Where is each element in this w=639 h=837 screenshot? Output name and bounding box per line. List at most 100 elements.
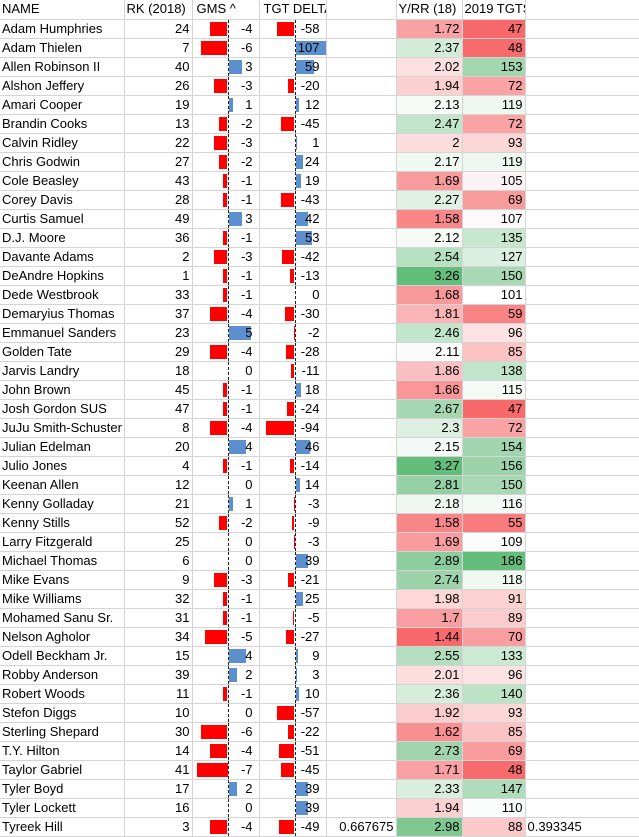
yards-per-route[interactable]: 1.94 [396, 76, 462, 95]
rank-2018[interactable]: 52 [124, 513, 192, 532]
extra-value-2[interactable] [525, 152, 639, 171]
player-name[interactable]: Julio Jones [0, 456, 124, 475]
targets-2019[interactable]: 153 [462, 57, 525, 76]
player-name[interactable]: DeAndre Hopkins [0, 266, 124, 285]
extra-value-2[interactable] [525, 133, 639, 152]
extra-value[interactable] [326, 646, 396, 665]
rank-2018[interactable]: 3 [124, 817, 192, 836]
targets-2019[interactable]: 118 [462, 570, 525, 589]
extra-value-2[interactable] [525, 171, 639, 190]
extra-value[interactable] [326, 722, 396, 741]
extra-value[interactable] [326, 209, 396, 228]
extra-value[interactable] [326, 665, 396, 684]
games-change[interactable]: -4 [192, 418, 259, 437]
extra-value[interactable] [326, 570, 396, 589]
yards-per-route[interactable]: 2.55 [396, 646, 462, 665]
rank-2018[interactable]: 22 [124, 133, 192, 152]
yards-per-route[interactable]: 1.62 [396, 722, 462, 741]
rank-2018[interactable]: 8 [124, 418, 192, 437]
yards-per-route[interactable]: 1.69 [396, 171, 462, 190]
yards-per-route[interactable]: 1.58 [396, 209, 462, 228]
extra-value-2[interactable] [525, 76, 639, 95]
player-name[interactable]: Tyler Boyd [0, 779, 124, 798]
target-delta[interactable]: -94 [259, 418, 326, 437]
rank-2018[interactable]: 21 [124, 494, 192, 513]
targets-2019[interactable]: 89 [462, 608, 525, 627]
yards-per-route[interactable]: 2.13 [396, 95, 462, 114]
targets-2019[interactable]: 138 [462, 361, 525, 380]
targets-2019[interactable]: 110 [462, 798, 525, 817]
yards-per-route[interactable]: 2.46 [396, 323, 462, 342]
extra-value-2[interactable] [525, 342, 639, 361]
targets-2019[interactable]: 72 [462, 418, 525, 437]
yards-per-route[interactable]: 2 [396, 133, 462, 152]
player-name[interactable]: Keenan Allen [0, 475, 124, 494]
player-name[interactable]: Sterling Shepard [0, 722, 124, 741]
games-change[interactable]: -1 [192, 589, 259, 608]
extra-value[interactable] [326, 19, 396, 38]
games-change[interactable]: -4 [192, 342, 259, 361]
yards-per-route[interactable]: 2.89 [396, 551, 462, 570]
games-change[interactable]: -1 [192, 608, 259, 627]
player-name[interactable]: Robby Anderson [0, 665, 124, 684]
games-change[interactable]: 4 [192, 646, 259, 665]
rank-2018[interactable]: 47 [124, 399, 192, 418]
target-delta[interactable]: -21 [259, 570, 326, 589]
targets-2019[interactable]: 93 [462, 133, 525, 152]
yards-per-route[interactable]: 2.81 [396, 475, 462, 494]
extra-value-2[interactable] [525, 608, 639, 627]
target-delta[interactable]: 12 [259, 95, 326, 114]
extra-value-2[interactable] [525, 513, 639, 532]
extra-value[interactable] [326, 456, 396, 475]
games-change[interactable]: 2 [192, 665, 259, 684]
target-delta[interactable]: 39 [259, 551, 326, 570]
rank-2018[interactable]: 25 [124, 532, 192, 551]
rank-2018[interactable]: 32 [124, 589, 192, 608]
yards-per-route[interactable]: 1.68 [396, 285, 462, 304]
extra-value-2[interactable] [525, 627, 639, 646]
target-delta[interactable]: 24 [259, 152, 326, 171]
targets-2019[interactable]: 133 [462, 646, 525, 665]
rank-2018[interactable]: 16 [124, 798, 192, 817]
extra-value-2[interactable] [525, 494, 639, 513]
target-delta[interactable]: -51 [259, 741, 326, 760]
yards-per-route[interactable]: 2.27 [396, 190, 462, 209]
games-change[interactable]: 5 [192, 323, 259, 342]
extra-value-2[interactable] [525, 456, 639, 475]
extra-value-2[interactable] [525, 779, 639, 798]
yards-per-route[interactable]: 1.58 [396, 513, 462, 532]
header-yards-per-route[interactable]: Y/RR (18) [396, 0, 462, 19]
rank-2018[interactable]: 26 [124, 76, 192, 95]
player-name[interactable]: D.J. Moore [0, 228, 124, 247]
extra-value[interactable] [326, 475, 396, 494]
extra-value[interactable] [326, 247, 396, 266]
extra-value[interactable] [326, 114, 396, 133]
player-name[interactable]: Adam Thielen [0, 38, 124, 57]
yards-per-route[interactable]: 1.69 [396, 532, 462, 551]
player-name[interactable]: Larry Fitzgerald [0, 532, 124, 551]
player-name[interactable]: Curtis Samuel [0, 209, 124, 228]
games-change[interactable]: 0 [192, 475, 259, 494]
yards-per-route[interactable]: 2.02 [396, 57, 462, 76]
games-change[interactable]: -1 [192, 380, 259, 399]
rank-2018[interactable]: 33 [124, 285, 192, 304]
rank-2018[interactable]: 24 [124, 19, 192, 38]
targets-2019[interactable]: 116 [462, 494, 525, 513]
extra-value-2[interactable] [525, 380, 639, 399]
yards-per-route[interactable]: 2.15 [396, 437, 462, 456]
yards-per-route[interactable]: 2.33 [396, 779, 462, 798]
player-name[interactable]: T.Y. Hilton [0, 741, 124, 760]
rank-2018[interactable]: 17 [124, 779, 192, 798]
games-change[interactable]: -1 [192, 171, 259, 190]
yards-per-route[interactable]: 3.26 [396, 266, 462, 285]
yards-per-route[interactable]: 1.71 [396, 760, 462, 779]
targets-2019[interactable]: 47 [462, 399, 525, 418]
target-delta[interactable]: 1 [259, 133, 326, 152]
rank-2018[interactable]: 29 [124, 342, 192, 361]
games-change[interactable]: -2 [192, 152, 259, 171]
target-delta[interactable]: -28 [259, 342, 326, 361]
extra-value[interactable] [326, 95, 396, 114]
targets-2019[interactable]: 70 [462, 627, 525, 646]
target-delta[interactable]: -22 [259, 722, 326, 741]
player-name[interactable]: Amari Cooper [0, 95, 124, 114]
